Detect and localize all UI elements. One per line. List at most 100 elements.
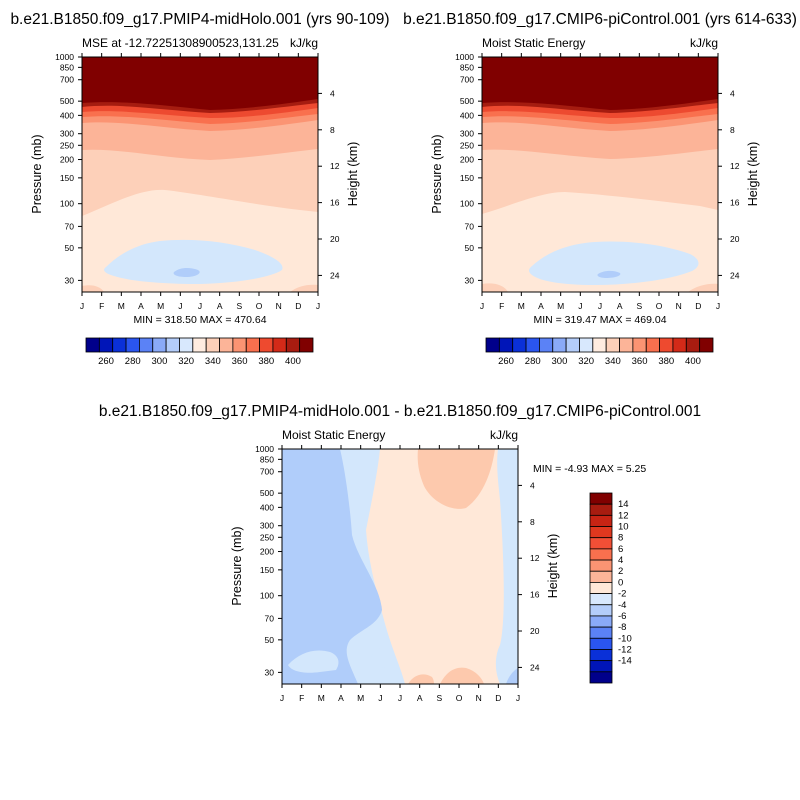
colorbar-box [589,660,613,673]
month-tick-label: J [378,693,382,703]
contour-field [82,57,318,292]
colorbar-box [112,337,127,353]
month-tick-label: J [578,301,582,311]
colorbar-box [589,593,613,606]
pressure-tick-label: 500 [60,96,74,106]
colorbar-label: 10 [618,522,629,533]
colorbar-label: -14 [618,656,632,667]
colorbar-box [589,492,613,505]
colorbar-box [192,337,207,353]
month-tick-label: J [198,301,202,311]
height-tick-label: 12 [330,161,340,171]
month-tick-label: J [280,693,284,703]
panel-subtitle-right: kJ/kg [690,36,718,50]
colorbar-label: 320 [178,356,194,367]
colorbar-box [632,337,647,353]
pressure-tick-label: 400 [60,110,74,120]
pressure-tick-label: 850 [260,454,274,464]
y-axis-label-right: Height (km) [546,534,560,599]
pressure-tick-label: 70 [65,221,75,231]
month-tick-label: A [617,301,623,311]
colorbar-label: 280 [125,356,141,367]
colorbar-box [589,559,613,572]
month-tick-label: N [276,301,282,311]
height-tick-label: 4 [330,88,335,98]
pressure-tick-label: 1000 [55,52,74,62]
height-tick-label: 4 [530,480,535,490]
colorbar-label: -8 [618,622,626,633]
panel-title: b.e21.B1850.f09_g17.PMIP4-midHolo.001 - … [99,403,701,420]
band-350-low2 [688,283,718,292]
month-tick-label: J [516,693,520,703]
colorbar-box [589,582,613,594]
colorbar-label: 340 [605,356,621,367]
month-tick-label: F [299,693,304,703]
colorbar-box [589,526,613,539]
height-tick-label: 8 [530,517,535,527]
month-tick-label: F [499,301,504,311]
colorbar-box [589,671,613,684]
month-tick-label: S [236,301,242,311]
band-2-to-4 [417,449,495,509]
pressure-tick-label: 700 [460,75,474,85]
pressure-tick-label: 50 [465,243,475,253]
colorbar-label: 360 [232,356,248,367]
height-tick-label: 16 [730,198,740,208]
pressure-tick-label: 250 [260,532,274,542]
colorbar-label: 260 [498,356,514,367]
pressure-tick-label: 100 [460,199,474,209]
colorbar-label: 400 [285,356,301,367]
colorbar-box [552,337,567,353]
pressure-tick-label: 200 [260,547,274,557]
pressure-tick-label: 1000 [255,444,274,454]
colorbar-label: -6 [618,611,626,622]
colorbar-box [245,337,260,353]
band-minus2-pocket2 [368,648,389,668]
band-350-low2 [290,284,318,292]
month-tick-label: J [316,301,320,311]
month-tick-label: M [357,693,364,703]
colorbar-box [219,337,234,353]
colorbar-box [605,337,620,353]
colorbar-label: 12 [618,510,629,521]
band-minus2-pocket [288,650,339,673]
colorbar-box [498,337,514,353]
contour-field [482,57,718,292]
colorbar-box [579,337,594,353]
month-tick-label: S [636,301,642,311]
band-350-low [82,285,104,292]
colorbar-label: 14 [618,499,629,510]
colorbar-box [589,570,613,583]
colorbar: 260 280 300 320 340 360 380 400 [85,337,314,367]
colorbar-box [589,537,613,550]
month-tick-label: J [80,301,84,311]
pressure-tick-label: 300 [460,129,474,139]
colorbar-box [619,337,634,353]
colorbar-box [205,337,220,353]
height-tick-label: 12 [530,553,540,563]
height-tick-label: 16 [530,590,540,600]
colorbar-box [659,337,674,353]
min-max-label: MIN = 318.50 MAX = 470.64 [133,314,266,326]
colorbar-box [539,337,554,353]
colorbar-box [699,337,714,353]
colorbar-box [98,337,114,353]
band-minus4-right [506,668,518,684]
panel-subtitle-left: Moist Static Energy [282,428,385,442]
colorbar-box [285,337,301,353]
pressure-tick-label: 1000 [455,52,474,62]
month-tick-label: M [318,693,325,703]
colorbar-label: 8 [618,533,623,544]
pressure-tick-label: 30 [65,275,75,285]
panel-difference: b.e21.B1850.f09_g17.PMIP4-midHolo.001 - … [99,403,701,703]
month-tick-label: D [295,301,301,311]
month-tick-label: A [417,693,423,703]
pressure-tick-label: 30 [265,667,275,677]
pressure-tick-label: 70 [265,613,275,623]
colorbar-box [589,604,613,617]
band-minus2-right [495,449,518,684]
colorbar-box [85,337,100,353]
pressure-tick-label: 700 [60,75,74,85]
pressure-tick-label: 200 [460,155,474,165]
